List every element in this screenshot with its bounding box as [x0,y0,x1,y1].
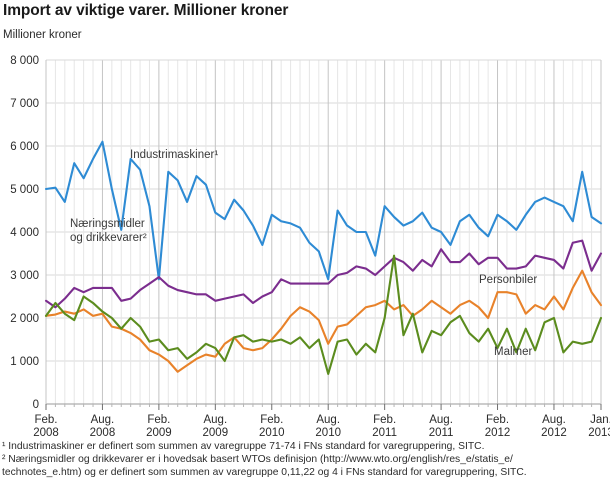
x-tick-label: 2008 [90,427,116,439]
series-annotations: Industrimaskiner¹ Næringsmidler og drikkev… [70,149,537,358]
x-tick-label: 2010 [259,427,285,439]
footnote-1: ¹ Industrimaskiner er definert som summe… [2,441,485,452]
y-tick-label: 2 000 [10,313,39,325]
x-tick-label: Feb. [34,414,57,426]
x-tick-label: Aug. [542,414,566,426]
series-annotation-label: Industrimaskiner¹ [130,149,218,161]
footnotes: ¹ Industrimaskiner er definert som summe… [2,440,608,480]
series-line [44,254,603,375]
gridlines [45,59,602,405]
x-tick-label: Aug. [429,414,453,426]
y-tick-label: 6 000 [10,141,39,153]
x-tick-label: 2009 [146,427,172,439]
series-annotation-label: Personbiler [479,274,537,286]
x-tick-label: 2013 [588,427,610,439]
x-tick-label: Aug. [203,414,227,426]
x-tick-label: Feb. [373,414,396,426]
series-annotation-label: Næringsmidler [70,218,145,230]
series-line [44,269,603,373]
page-title: Import av viktige varer. Millioner krone… [3,2,289,19]
x-tick-label: Aug. [316,414,340,426]
x-tick-label: 2010 [315,427,341,439]
x-tick-label: Feb. [260,414,283,426]
x-tick-label: 2011 [429,427,454,439]
axis-lines [45,59,602,405]
series-annotation-label: Malmer [494,346,533,358]
x-tick-label: 2011 [372,427,397,439]
line-chart: 0 1 000 2 000 3 000 4 000 5 000 6 000 7 000 8 00… [10,55,610,439]
x-tick-label: Feb. [486,414,509,426]
footnote-2-line-1: ² Næringsmidler og drikkevarer er i hove… [2,454,513,466]
y-axis-tick-labels: 0 1 000 2 000 3 000 4 000 5 000 6 000 7 000 8 00… [10,55,39,411]
x-axis-ticks [45,404,602,410]
y-tick-label: 0 [33,399,39,411]
y-tick-label: 7 000 [10,98,39,110]
x-tick-label: Aug. [91,414,115,426]
y-axis-unit-label: Millioner kroner [3,29,82,41]
y-tick-label: 5 000 [10,184,39,196]
footnote-2-line-2: technotes_e.htm) og er definert som summ… [2,467,527,479]
x-tick-label: 2009 [203,427,229,439]
y-tick-label: 3 000 [10,270,39,282]
y-tick-label: 1 000 [10,356,39,368]
series-line [44,239,603,309]
x-tick-label: 2012 [541,427,567,439]
series-line [44,140,603,281]
y-tick-label: 8 000 [10,55,39,67]
x-tick-label: 2012 [485,427,511,439]
x-tick-label: Feb. [147,414,170,426]
x-tick-label: 2008 [33,427,59,439]
y-tick-label: 4 000 [10,227,39,239]
x-tick-label: Jan. [590,414,610,426]
data-series-lines [44,140,603,375]
x-axis-tick-labels: Feb.2008Aug.2008Feb.2009Aug.2009Feb.2010… [33,414,610,439]
series-annotation-label: og drikkevarer² [70,232,147,244]
